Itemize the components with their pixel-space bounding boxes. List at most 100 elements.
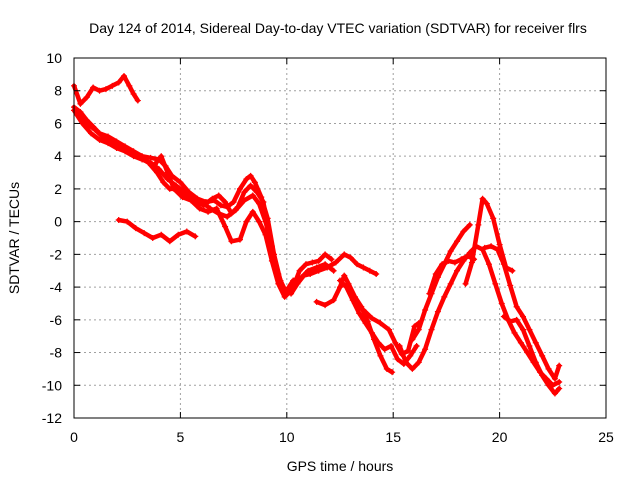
data-point	[500, 313, 507, 320]
data-point	[90, 84, 97, 91]
data-point	[177, 179, 184, 186]
data-point	[302, 261, 309, 268]
data-point	[377, 320, 384, 327]
data-point	[362, 320, 369, 327]
data-point	[228, 210, 235, 217]
data-point	[243, 176, 250, 183]
data-point	[322, 251, 329, 258]
data-point	[96, 136, 103, 143]
plot-frame	[73, 57, 607, 419]
data-point	[153, 169, 160, 176]
data-point	[366, 267, 373, 274]
data-point	[322, 302, 329, 309]
data-point	[368, 315, 375, 322]
y-tick-label: 8	[54, 83, 62, 99]
data-point	[460, 228, 467, 235]
data-point	[222, 199, 229, 205]
data-point	[315, 257, 322, 264]
data-point	[341, 251, 348, 258]
data-point	[328, 256, 335, 263]
data-point	[451, 259, 458, 266]
data-point	[551, 375, 558, 382]
data-point	[385, 326, 392, 333]
data-point	[236, 185, 243, 192]
y-tick-label: -4	[50, 279, 63, 295]
data-point	[498, 300, 505, 307]
data-point	[468, 259, 475, 266]
data-point	[392, 339, 399, 346]
data-point	[158, 153, 165, 160]
data-point	[134, 97, 141, 104]
data-point	[405, 347, 412, 354]
y-tick-label: 4	[54, 148, 62, 164]
data-point	[247, 182, 254, 189]
data-point	[509, 267, 516, 274]
data-point	[213, 205, 220, 212]
data-point	[343, 284, 350, 291]
data-point	[192, 233, 199, 240]
data-point	[241, 189, 248, 196]
y-tick-label: -12	[42, 410, 62, 426]
data-point	[388, 343, 395, 349]
data-point	[134, 153, 141, 160]
data-point	[164, 169, 171, 176]
data-point	[409, 365, 416, 372]
data-point	[243, 218, 250, 225]
data-point	[264, 226, 271, 233]
data-point	[520, 313, 527, 320]
data-point	[354, 261, 361, 268]
y-axis-label: SDTVAR / TECUs	[6, 182, 22, 294]
data-layer	[71, 73, 563, 397]
data-point	[517, 339, 524, 346]
data-point	[254, 189, 261, 196]
data-point	[360, 264, 367, 271]
data-point	[551, 390, 558, 397]
data-point	[113, 140, 120, 147]
data-point	[151, 161, 158, 168]
series-trace	[410, 222, 473, 342]
data-point	[256, 218, 263, 225]
data-point	[294, 280, 301, 287]
data-point	[158, 231, 165, 238]
x-tick-label: 5	[177, 429, 185, 445]
data-point	[415, 359, 422, 366]
data-point	[183, 228, 190, 235]
data-point	[330, 267, 337, 274]
data-point	[275, 280, 282, 287]
data-point	[377, 352, 384, 359]
data-point	[381, 346, 388, 353]
data-point	[115, 79, 122, 86]
data-point	[389, 369, 396, 376]
chart-title: Day 124 of 2014, Sidereal Day-to-day VTE…	[89, 20, 587, 36]
data-point	[179, 194, 186, 201]
y-tick-label: 0	[54, 214, 62, 230]
data-point	[349, 297, 356, 304]
data-point	[526, 326, 533, 333]
data-point	[260, 199, 267, 205]
data-point	[141, 230, 148, 237]
data-point	[88, 130, 95, 137]
series-trace	[116, 217, 198, 244]
data-point	[102, 86, 109, 93]
data-point	[545, 382, 552, 389]
data-point	[513, 316, 520, 323]
data-series	[396, 243, 563, 389]
data-point	[200, 202, 207, 209]
data-point	[422, 346, 429, 353]
data-point	[556, 379, 563, 385]
data-point	[205, 208, 212, 215]
data-point	[77, 100, 84, 107]
data-point	[351, 300, 358, 307]
data-point	[462, 280, 469, 287]
data-point	[496, 241, 503, 248]
data-point	[356, 310, 363, 317]
data-point	[375, 339, 382, 346]
data-point	[426, 290, 433, 297]
data-point	[409, 336, 416, 343]
data-point	[492, 280, 499, 287]
data-point	[166, 238, 173, 245]
data-series	[500, 313, 563, 397]
data-point	[175, 231, 182, 238]
data-point	[475, 221, 482, 228]
